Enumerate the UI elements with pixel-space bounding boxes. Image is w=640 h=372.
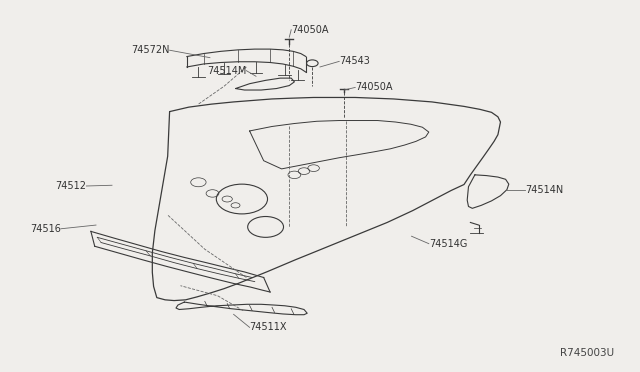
Text: 74512: 74512 (56, 181, 86, 191)
Text: 74572N: 74572N (131, 45, 170, 55)
Text: 74050A: 74050A (355, 83, 393, 92)
Text: 74514N: 74514N (525, 185, 563, 195)
Text: 74514M: 74514M (207, 66, 246, 76)
Text: 74514G: 74514G (429, 239, 467, 248)
Text: 74516: 74516 (30, 224, 61, 234)
Text: 74050A: 74050A (291, 25, 329, 35)
Text: R745003U: R745003U (560, 348, 614, 358)
Text: 74511X: 74511X (250, 323, 287, 332)
Text: 74543: 74543 (339, 57, 370, 66)
